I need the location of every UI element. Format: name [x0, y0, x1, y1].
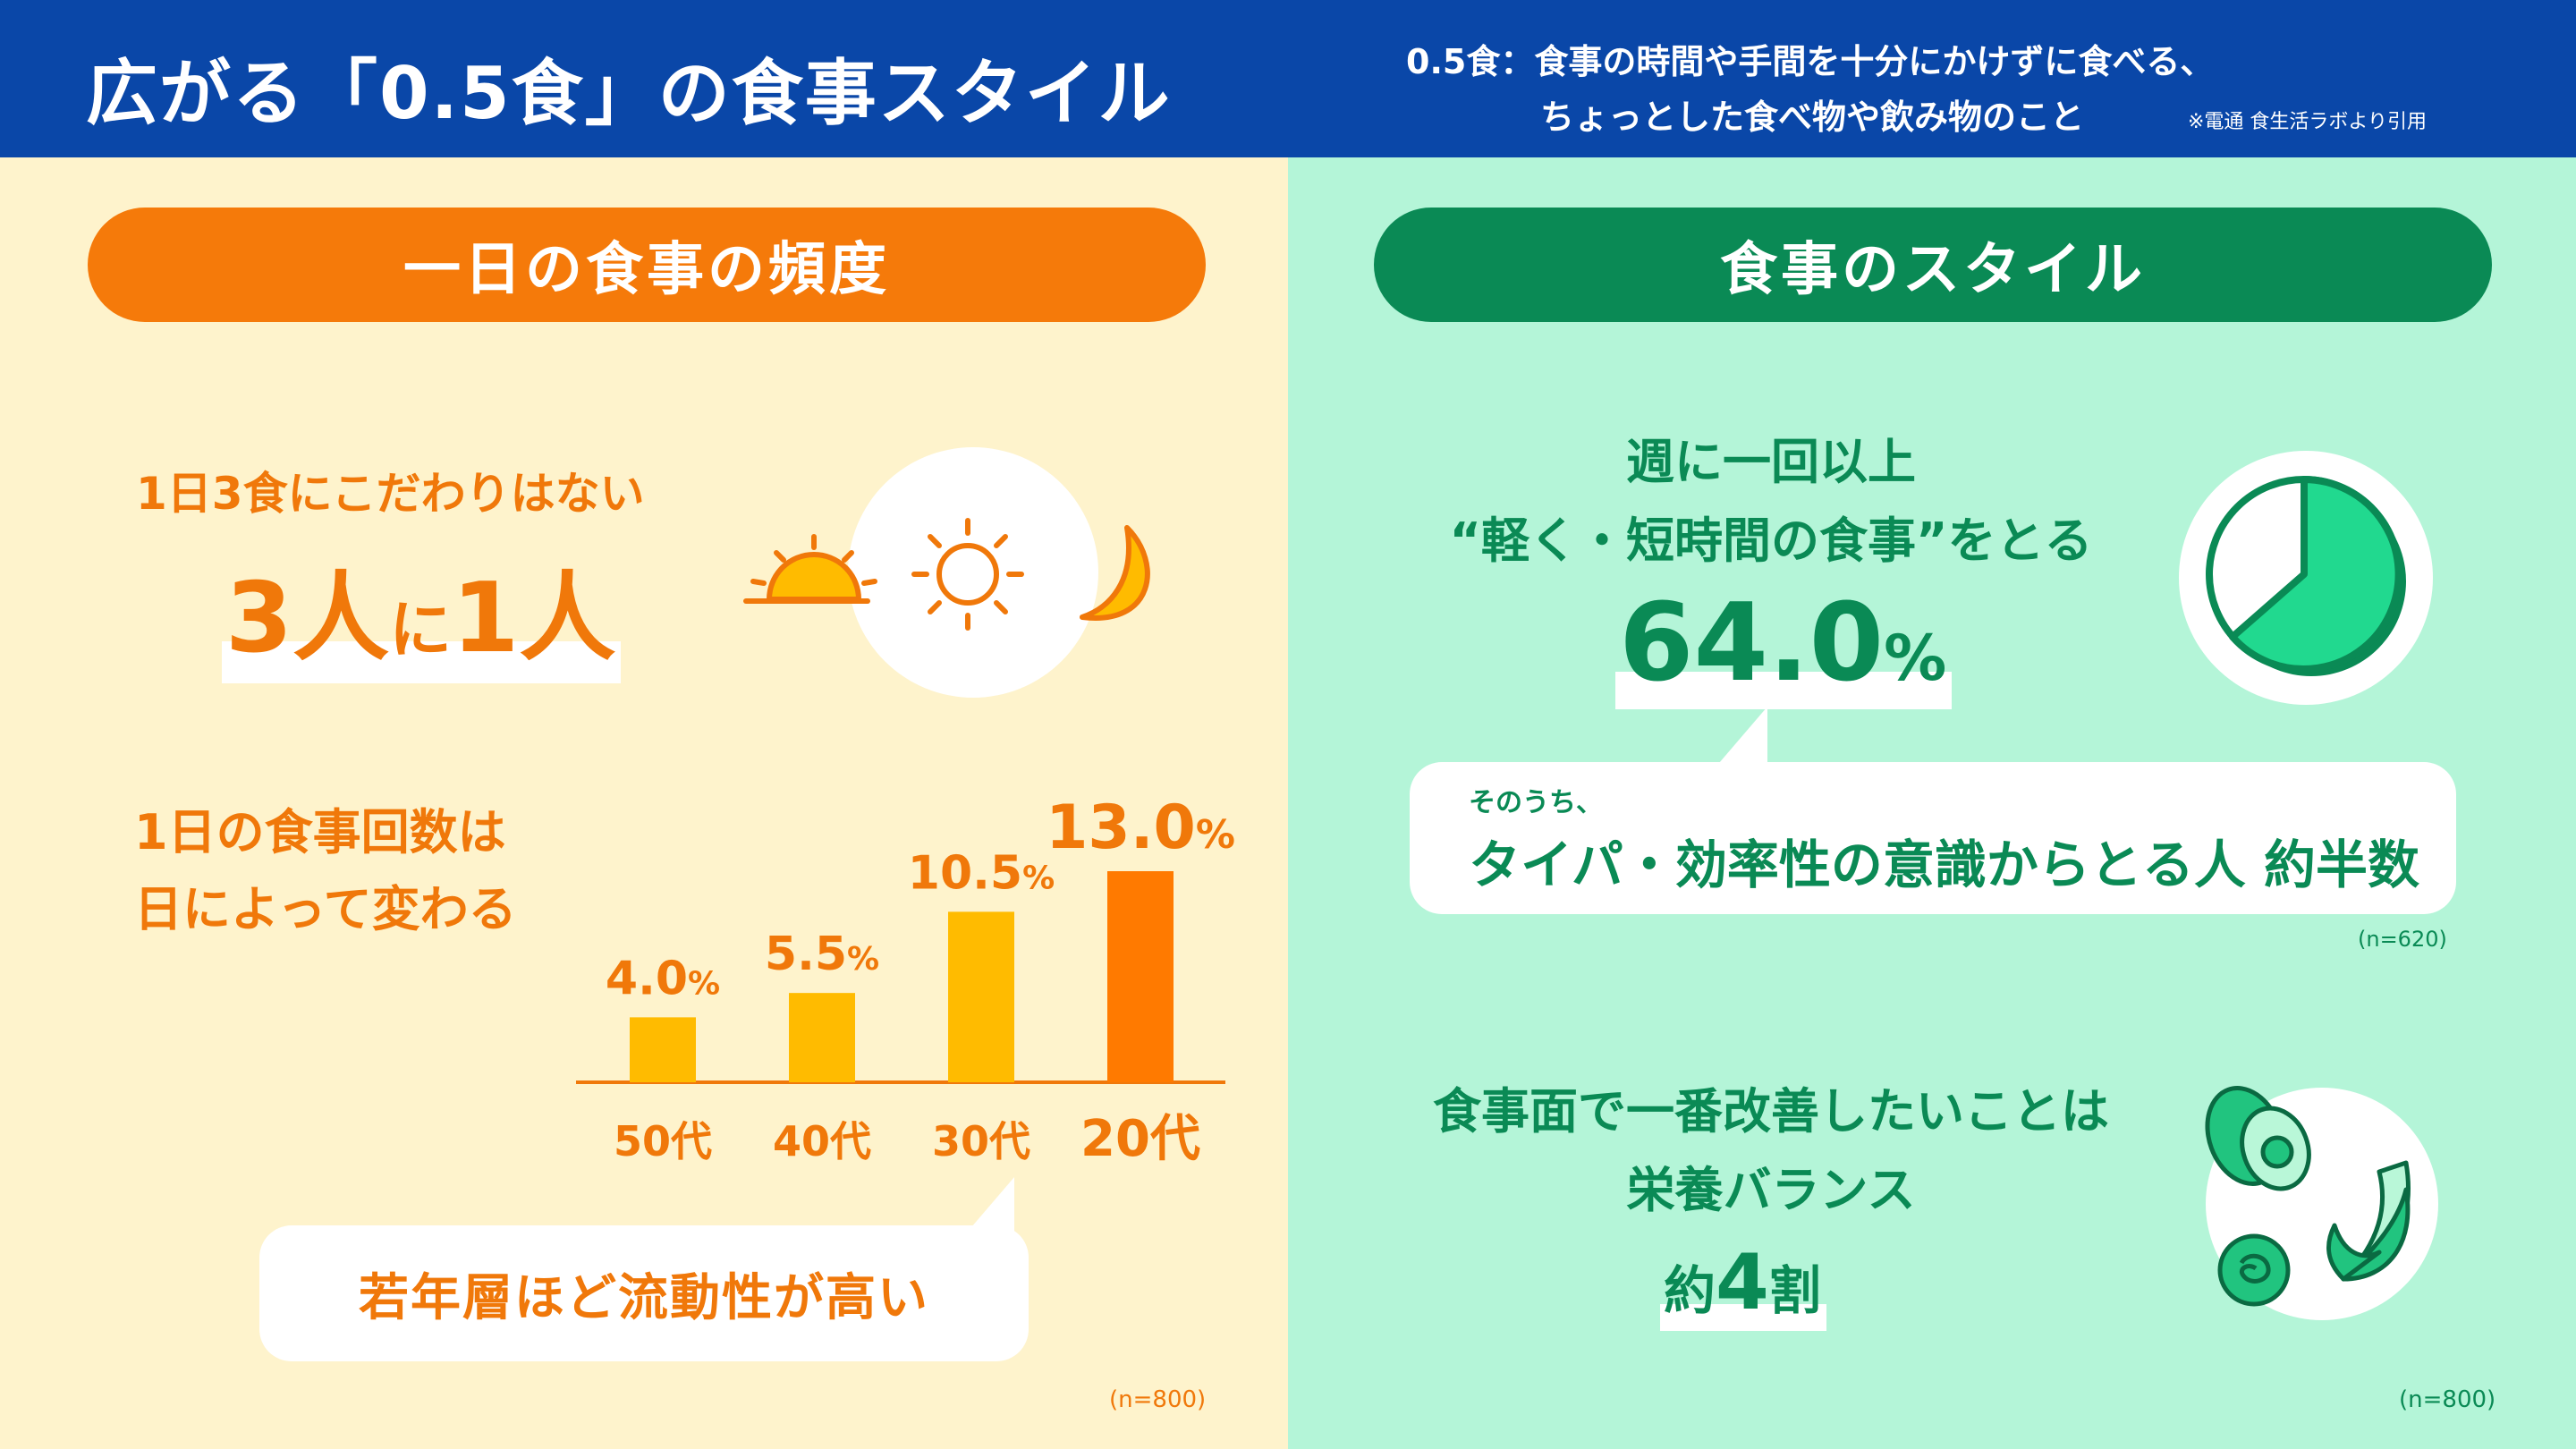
- bar-value-unit: %: [847, 941, 879, 978]
- weekly-unit: %: [1884, 622, 1947, 695]
- bar-50代: [630, 1017, 696, 1082]
- improve-line-2: 栄養バランス: [1626, 1162, 1916, 1218]
- kiwi-icon: [2217, 1233, 2291, 1307]
- right-sample-size-1: (n=620): [2358, 927, 2447, 952]
- left-sample-size: (n=800): [1109, 1386, 1207, 1413]
- bar-value-unit: %: [688, 965, 720, 1002]
- right-sample-size-2: (n=800): [2399, 1386, 2496, 1413]
- bar-value-label: 4.0%: [606, 952, 720, 1005]
- page-title: 広がる「0.5食」の食事スタイル: [86, 52, 1172, 135]
- ratio-num-2: 1: [452, 563, 520, 674]
- efficiency-callout: [1410, 762, 2456, 914]
- improve-pre: 約: [1664, 1260, 1716, 1321]
- callout-tail: [961, 1177, 1014, 1240]
- definition-line-1: 0.5食：食事の時間や手間を十分にかけずに食べる、: [1406, 42, 2215, 81]
- count-title-line-1: 1日の食事回数は: [134, 804, 506, 860]
- left-section-title: 一日の食事の頻度: [88, 208, 1206, 322]
- ratio-num-1: 3: [225, 563, 293, 674]
- source-note: ※電通 食生活ラボより引用: [2188, 111, 2427, 133]
- ratio-word-1: 人: [292, 563, 390, 674]
- header-bar: [0, 0, 2576, 157]
- youth-callout: 若年層ほど流動性が高い: [259, 1225, 1029, 1361]
- moon-icon: [1080, 525, 1150, 621]
- count-title-line-2: 日によって変わる: [134, 881, 517, 937]
- weekly-value: 64.0: [1619, 581, 1885, 706]
- bar-30代: [948, 911, 1014, 1082]
- bar-value-unit: %: [1196, 812, 1235, 858]
- improve-num: 4: [1716, 1238, 1769, 1327]
- bar-20代: [1107, 871, 1174, 1082]
- weekly-line-1: 週に一回以上: [1626, 434, 1916, 490]
- improve-post: 割: [1768, 1260, 1821, 1321]
- category-label: 40代: [773, 1117, 871, 1165]
- weekly-line-2: “軽く・短時間の食事”をとる: [1449, 513, 2093, 569]
- ratio-mid: に: [389, 593, 453, 666]
- no-attachment-label: 1日3食にこだわりはない: [136, 468, 645, 520]
- bar-value-unit: %: [1022, 860, 1055, 896]
- sunrise-icon: [743, 534, 877, 604]
- improve-stat: 約4割: [1660, 1238, 1826, 1331]
- sun-icon: [911, 518, 1024, 631]
- weekly-percentage: 64.0%: [1614, 581, 1953, 709]
- improve-line-1: 食事面で一番改善したいことは: [1433, 1083, 2109, 1140]
- bar-40代: [789, 993, 855, 1082]
- efficiency-callout-text: タイパ・効率性の意識からとる人 約半数: [1469, 835, 2420, 895]
- category-label: 20代: [1080, 1110, 1200, 1168]
- bar-value-label: 13.0%: [1046, 792, 1235, 863]
- banana-icon: [2326, 1160, 2411, 1282]
- right-section-title: 食事のスタイル: [1374, 208, 2492, 322]
- bar-value-label: 5.5%: [765, 928, 879, 981]
- category-label: 30代: [932, 1117, 1030, 1165]
- category-label: 50代: [614, 1117, 712, 1165]
- definition-line-2: ちょっとした食べ物や飲み物のこと: [1540, 97, 2085, 137]
- bar-value-label: 10.5%: [908, 846, 1055, 900]
- efficiency-callout-lead: そのうち、: [1469, 787, 1603, 818]
- avocado-icon: [2205, 1086, 2311, 1191]
- pie-chart-icon: [2206, 476, 2406, 676]
- green-callout-tail: [1714, 707, 1767, 769]
- ratio-word-2: 人: [519, 563, 616, 674]
- food-icon-group: [2205, 1086, 2411, 1307]
- sun-icon-backdrop: [848, 447, 1098, 698]
- meal-frequency-bar-chart: 4.0% 50代 5.5% 40代 10.5% 30代 13.0% 20代: [576, 792, 1235, 1168]
- ratio-stat: 3人に1人: [221, 540, 622, 683]
- day-cycle-icon: [743, 518, 1150, 631]
